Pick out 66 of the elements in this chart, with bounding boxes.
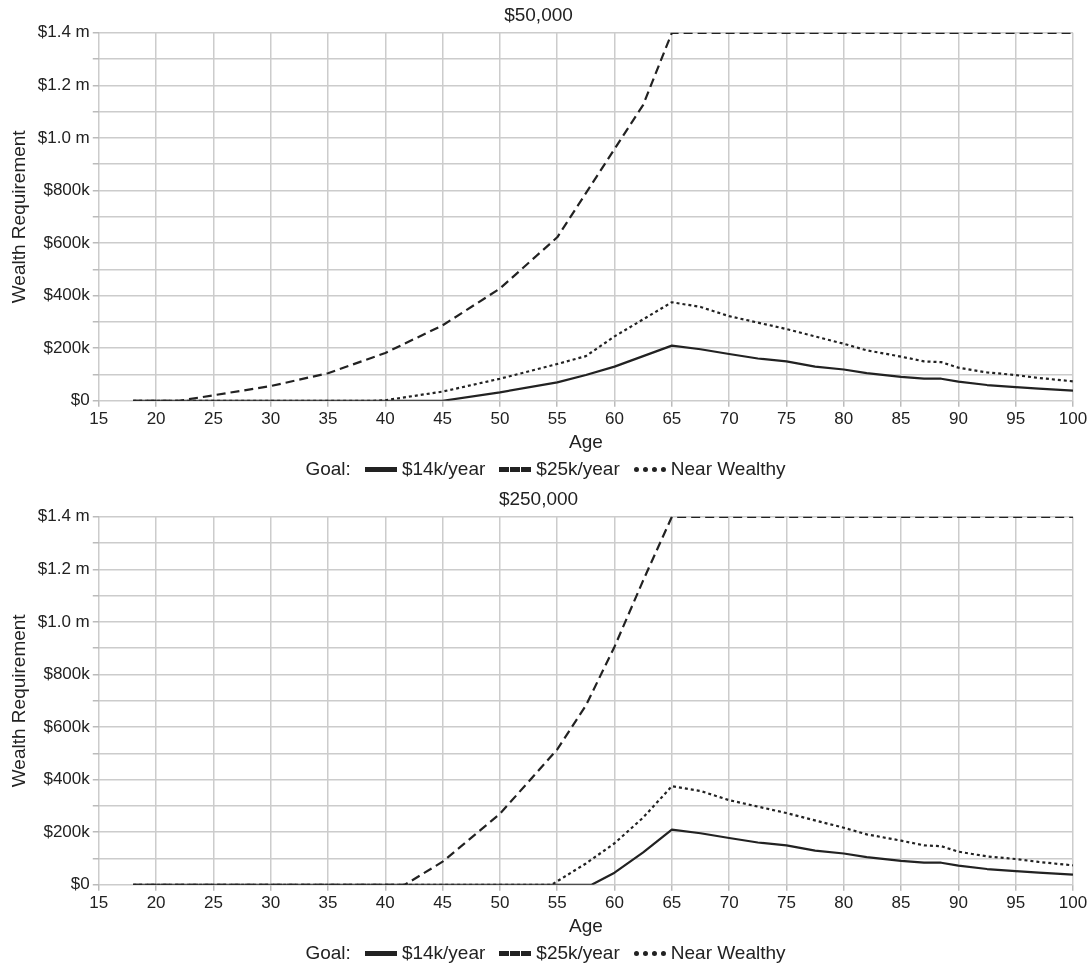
x-tick-label: 25 <box>203 408 223 428</box>
x-tick-label: 90 <box>948 408 968 428</box>
y-tick-label: $200k <box>43 337 91 357</box>
chart-title: $50,000 <box>504 3 573 25</box>
x-tick-label: 85 <box>891 892 911 912</box>
legend-label: $25k/year <box>536 458 620 480</box>
x-tick-label: 90 <box>948 892 968 912</box>
x-tick-label: 50 <box>490 408 510 428</box>
x-tick-label: 15 <box>89 408 109 428</box>
x-tick-label: 45 <box>433 892 453 912</box>
x-tick-label: 95 <box>1006 408 1026 428</box>
y-axis-title: Wealth Requirement <box>7 613 29 788</box>
legend-label: $14k/year <box>401 458 486 480</box>
x-tick-label: 70 <box>719 892 739 912</box>
y-tick-label: $200k <box>43 821 91 841</box>
x-axis-title: Age <box>568 430 603 452</box>
y-tick-label: $1.2 m <box>37 559 90 579</box>
x-tick-label: 80 <box>834 892 854 912</box>
x-tick-label: 20 <box>146 892 166 912</box>
y-tick-label: $0 <box>70 874 90 894</box>
x-tick-label: 35 <box>318 408 338 428</box>
x-tick-label: 70 <box>719 408 739 428</box>
y-tick-label: $600k <box>43 716 91 736</box>
x-tick-label: 30 <box>261 892 281 912</box>
x-tick-label: 80 <box>834 408 854 428</box>
y-tick-label: $1.0 m <box>37 127 90 147</box>
x-tick-label: 15 <box>89 892 109 912</box>
x-tick-label: 60 <box>605 892 624 912</box>
x-tick-label: 20 <box>146 408 166 428</box>
y-tick-label: $1.2 m <box>37 75 90 95</box>
y-tick-label: $400k <box>43 285 91 305</box>
x-tick-label: 55 <box>547 408 567 428</box>
x-tick-label: 75 <box>777 892 796 912</box>
y-tick-label: $1.4 m <box>37 506 90 526</box>
x-tick-label: 95 <box>1006 892 1026 912</box>
x-axis-title: Age <box>568 914 603 936</box>
y-tick-label: $600k <box>43 232 91 252</box>
y-tick-label: $800k <box>43 180 91 200</box>
x-tick-label: 40 <box>375 408 395 428</box>
x-tick-label: 50 <box>490 892 510 912</box>
x-tick-label: 65 <box>662 408 682 428</box>
x-tick-label: 30 <box>261 408 281 428</box>
legend-label: $14k/year <box>401 942 486 964</box>
x-tick-label: 55 <box>547 892 567 912</box>
y-tick-label: $0 <box>70 390 90 410</box>
legend-label: Near Wealthy <box>670 942 786 964</box>
x-tick-label: 45 <box>433 408 453 428</box>
x-tick-label: 40 <box>375 892 395 912</box>
x-tick-label: 35 <box>318 892 338 912</box>
x-tick-label: 75 <box>777 408 796 428</box>
x-tick-label: 85 <box>891 408 911 428</box>
chart-title: $250,000 <box>498 487 579 509</box>
x-tick-label: 60 <box>605 408 624 428</box>
y-tick-label: $1.4 m <box>37 22 90 42</box>
x-tick-label: 65 <box>662 892 682 912</box>
x-tick-label: 100 <box>1058 892 1088 912</box>
x-tick-label: 25 <box>203 892 223 912</box>
legend-title: Goal: <box>305 458 351 480</box>
y-axis-title: Wealth Requirement <box>7 129 29 304</box>
y-tick-label: $400k <box>43 769 91 789</box>
legend-label: $25k/year <box>536 942 620 964</box>
legend-title: Goal: <box>305 942 351 964</box>
legend-label: Near Wealthy <box>670 458 786 480</box>
y-tick-label: $1.0 m <box>37 611 90 631</box>
y-tick-label: $800k <box>43 664 91 684</box>
x-tick-label: 100 <box>1058 408 1088 428</box>
